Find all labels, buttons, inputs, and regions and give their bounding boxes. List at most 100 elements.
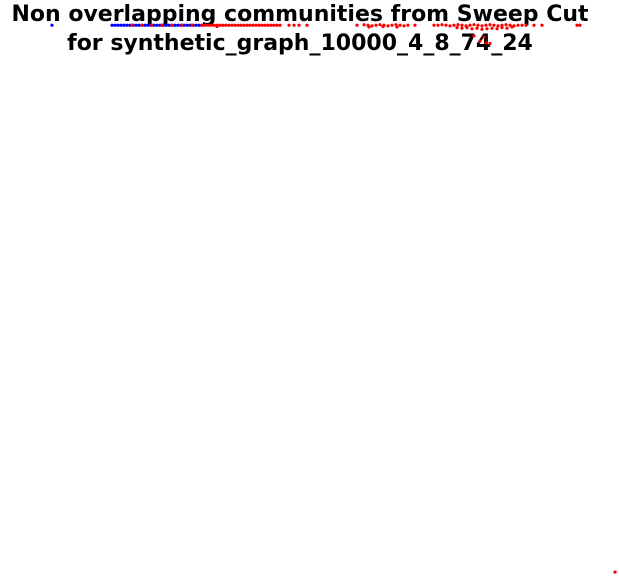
data-point-series-1-86 <box>485 27 489 31</box>
data-point-series-0-22 <box>173 23 177 27</box>
data-point-series-1-33 <box>278 23 282 27</box>
data-point-series-1-34 <box>215 24 219 29</box>
data-point-series-1-56 <box>432 23 436 27</box>
data-point-series-0-26 <box>185 23 189 27</box>
data-point-series-1-46 <box>386 24 390 28</box>
data-point-series-1-54 <box>381 24 385 29</box>
data-point-series-1-2 <box>150 23 154 27</box>
data-point-series-0-10 <box>137 23 141 27</box>
data-point-series-1-77 <box>516 23 520 27</box>
data-point-series-1-58 <box>440 23 444 27</box>
data-point-series-1-97 <box>532 23 536 27</box>
data-point-series-1-71 <box>492 23 496 27</box>
data-point-series-0-13 <box>146 23 150 27</box>
data-point-series-1-43 <box>374 23 378 27</box>
data-point-series-1-60 <box>448 24 452 28</box>
data-point-series-0-29 <box>194 23 198 27</box>
data-point-series-1-38 <box>305 23 309 27</box>
data-point-series-1-37 <box>297 23 301 27</box>
data-point-series-1-78 <box>520 23 524 27</box>
data-point-series-1-19 <box>236 23 240 27</box>
data-point-series-0-12 <box>143 23 147 27</box>
points-layer <box>50 23 617 574</box>
data-point-series-1-13 <box>218 23 222 27</box>
data-point-series-1-87 <box>490 26 494 30</box>
data-point-series-1-47 <box>390 23 394 27</box>
data-point-series-0-16 <box>155 23 159 27</box>
data-point-series-1-68 <box>480 24 484 28</box>
data-point-series-1-32 <box>275 23 279 27</box>
data-point-series-1-3 <box>160 23 164 27</box>
data-point-series-1-24 <box>251 23 255 27</box>
data-point-series-1-29 <box>266 23 270 27</box>
data-point-series-1-65 <box>468 23 472 27</box>
data-point-series-1-79 <box>524 23 528 27</box>
chart-title-line-1: Non overlapping communities from Sweep C… <box>11 2 589 27</box>
data-point-series-1-1 <box>140 23 144 27</box>
data-point-series-1-101 <box>613 570 617 574</box>
data-point-series-0-30 <box>197 23 201 27</box>
data-point-series-0-3 <box>116 23 120 27</box>
data-point-series-1-99 <box>575 23 579 27</box>
data-point-series-1-14 <box>221 23 225 27</box>
data-point-series-1-51 <box>406 23 410 27</box>
data-point-series-1-80 <box>455 26 459 30</box>
data-point-series-0-9 <box>134 23 138 27</box>
data-point-series-0-5 <box>122 23 126 27</box>
data-point-series-1-95 <box>484 41 488 45</box>
data-point-series-1-31 <box>272 23 276 27</box>
data-point-series-0-4 <box>119 23 123 27</box>
data-point-series-0-23 <box>176 23 180 27</box>
data-point-series-1-8 <box>203 23 207 27</box>
chart-title-line-2: for synthetic_graph_10000_4_8_74_24 <box>67 31 533 56</box>
data-point-series-1-36 <box>292 23 296 27</box>
data-point-series-0-19 <box>164 23 168 27</box>
data-point-series-1-17 <box>230 23 234 27</box>
data-point-series-1-25 <box>254 23 258 27</box>
data-point-series-0-2 <box>113 23 117 27</box>
data-point-series-1-70 <box>488 23 492 27</box>
data-point-series-1-84 <box>475 26 479 30</box>
data-point-series-1-96 <box>488 41 492 46</box>
data-point-series-1-61 <box>452 23 456 27</box>
data-point-series-1-100 <box>578 23 582 27</box>
data-point-series-1-35 <box>287 23 291 27</box>
data-point-series-1-91 <box>510 25 514 29</box>
data-point-series-1-42 <box>370 24 374 28</box>
data-point-series-1-52 <box>413 23 417 27</box>
data-point-series-1-21 <box>242 23 246 27</box>
data-point-series-1-69 <box>484 23 488 27</box>
data-point-series-1-10 <box>209 23 213 27</box>
data-point-series-1-90 <box>505 26 509 30</box>
data-point-series-1-93 <box>482 35 486 39</box>
data-point-series-1-9 <box>206 23 210 27</box>
data-point-series-0-1 <box>110 23 114 27</box>
data-point-series-0-20 <box>167 23 171 27</box>
data-point-series-1-6 <box>190 23 194 27</box>
data-point-series-1-89 <box>500 26 504 30</box>
data-point-series-1-27 <box>260 23 264 27</box>
data-point-series-1-81 <box>460 26 464 30</box>
data-point-series-1-92 <box>472 34 476 38</box>
data-point-series-1-59 <box>444 23 448 27</box>
data-point-series-1-67 <box>476 23 480 27</box>
data-point-series-1-18 <box>233 23 237 27</box>
data-point-series-1-98 <box>540 23 544 27</box>
data-point-series-0-6 <box>125 23 129 27</box>
data-point-series-1-49 <box>398 23 402 27</box>
data-point-series-1-11 <box>212 23 216 27</box>
data-point-series-1-88 <box>495 27 499 31</box>
data-point-series-1-85 <box>480 27 484 31</box>
data-point-series-1-73 <box>500 23 504 27</box>
data-point-series-1-39 <box>355 23 359 27</box>
data-point-series-1-66 <box>472 23 476 27</box>
data-point-series-1-63 <box>460 23 464 27</box>
data-point-series-1-28 <box>263 23 267 27</box>
data-point-series-1-23 <box>248 23 252 27</box>
data-point-series-1-62 <box>456 23 460 27</box>
data-point-series-1-0 <box>130 23 134 27</box>
data-point-series-0-0 <box>50 23 54 27</box>
data-point-series-1-30 <box>269 23 273 27</box>
